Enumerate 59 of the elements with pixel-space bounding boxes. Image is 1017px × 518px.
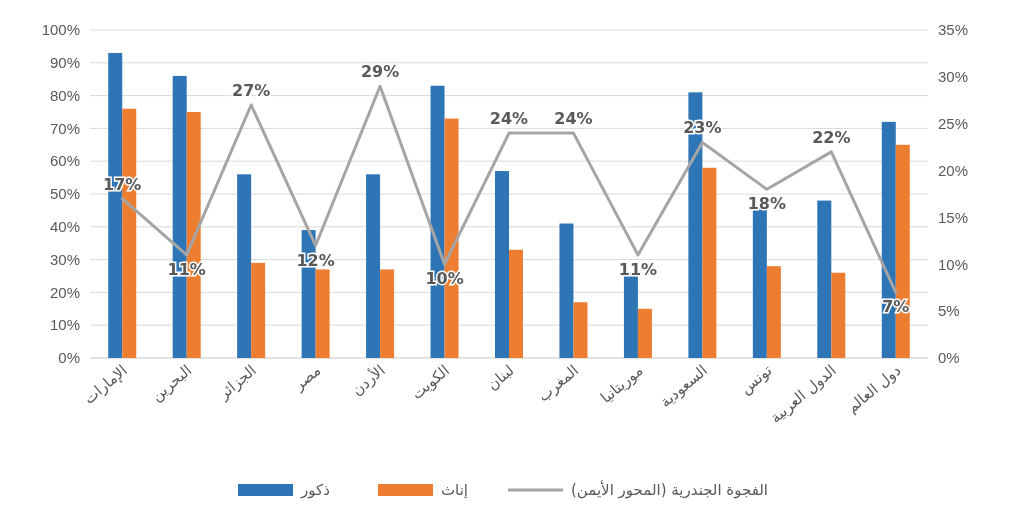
data-label: 11% — [618, 259, 658, 279]
x-tick-label: دول العالم — [843, 361, 905, 417]
bar — [366, 174, 381, 358]
data-label: 18% — [747, 194, 786, 214]
legend-label: الفجوة الجندرية (المحور الأيمن) — [571, 480, 768, 500]
data-label: 27% — [232, 80, 271, 100]
x-tick-label: الجزائر — [214, 361, 260, 404]
x-tick-label: الكويت — [408, 361, 454, 404]
legend-label: إناث — [441, 481, 469, 500]
bar — [251, 262, 266, 358]
bar — [495, 171, 509, 358]
bar — [315, 269, 330, 358]
bar — [637, 308, 652, 358]
data-label: 10% — [425, 269, 464, 289]
data-label: 29% — [360, 62, 400, 82]
x-tick-label: المغرب — [534, 361, 583, 406]
x-tick-label: مصر — [289, 361, 325, 395]
y-tick-label: 0% — [58, 349, 80, 367]
data-label: 24% — [554, 109, 593, 129]
y-tick-label: 50% — [49, 185, 80, 203]
data-label: 22% — [812, 127, 851, 147]
bar — [702, 167, 717, 358]
bar — [380, 269, 395, 358]
y-tick-label: 10% — [49, 316, 80, 334]
y2-tick-label: 20% — [938, 161, 969, 179]
y2-tick-label: 10% — [938, 255, 969, 273]
y2-tick-label: 25% — [938, 114, 969, 132]
x-tick-label: لبنان — [483, 361, 518, 394]
x-tick-label: تونس — [736, 361, 776, 398]
bar — [817, 200, 832, 358]
y-tick-label: 80% — [49, 86, 80, 104]
bar — [237, 174, 252, 358]
y2-tick-label: 35% — [938, 21, 969, 39]
y-tick-label: 60% — [49, 152, 80, 170]
y-tick-label: 70% — [49, 119, 80, 137]
bar — [559, 223, 574, 358]
y2-tick-label: 0% — [938, 349, 960, 367]
data-label: 11% — [167, 259, 206, 279]
y-tick-label: 20% — [49, 283, 80, 301]
x-tick-label: السعودية — [656, 361, 711, 412]
bar — [766, 266, 781, 358]
y2-tick-label: 30% — [938, 68, 969, 86]
x-tick-label: الإمارات — [80, 361, 131, 408]
y-tick-label: 100% — [41, 21, 80, 39]
legend-label: ذكور — [300, 481, 330, 500]
y-tick-label: 30% — [49, 250, 80, 268]
bar — [831, 272, 846, 358]
x-tick-label: البحرين — [147, 361, 196, 406]
data-label: 17% — [103, 174, 142, 194]
bar — [573, 302, 588, 358]
x-tick-label: موريتانيا — [596, 361, 647, 407]
y2-tick-label: 15% — [938, 208, 969, 226]
x-tick-label: الأردن — [347, 360, 389, 400]
y2-tick-label: 5% — [938, 302, 960, 320]
bar — [509, 249, 523, 358]
bar — [752, 207, 767, 358]
y-tick-label: 40% — [49, 218, 80, 236]
data-label: 24% — [489, 109, 529, 129]
y-tick-label: 90% — [49, 54, 80, 72]
